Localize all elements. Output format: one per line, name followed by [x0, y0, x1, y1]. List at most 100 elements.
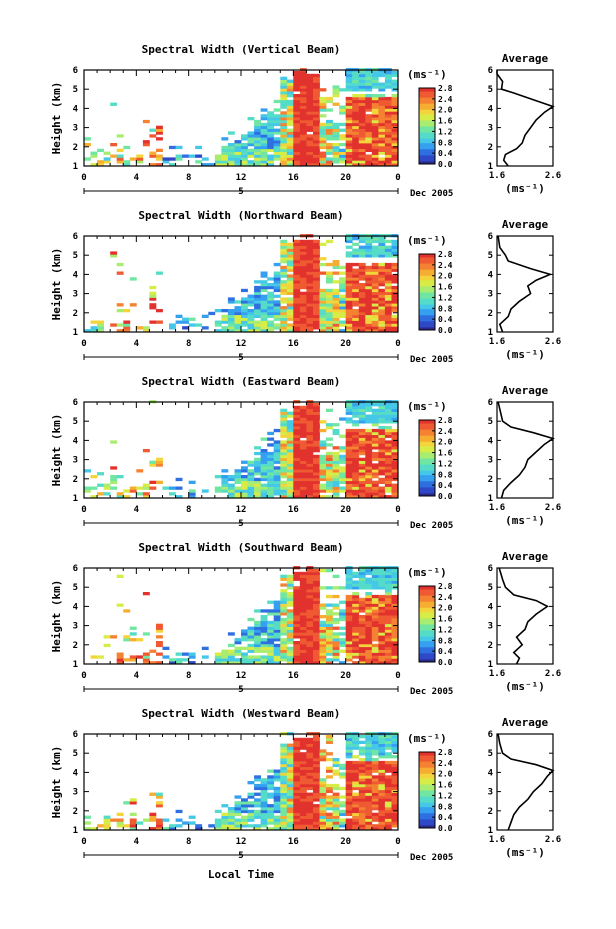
heatmap-cell — [175, 818, 183, 822]
heatmap-cell — [352, 160, 360, 164]
heatmap-cell — [286, 769, 294, 773]
heatmap-cell — [267, 489, 275, 493]
colorbar-swatch — [419, 421, 435, 424]
heatmap-cell — [293, 288, 301, 293]
heatmap-cell — [84, 486, 91, 490]
heatmap-cell — [267, 646, 275, 650]
heatmap-cell — [293, 592, 301, 596]
heatmap-cell — [241, 652, 248, 656]
heatmap-cell — [365, 160, 373, 164]
heatmap-cell — [299, 134, 307, 138]
heatmap-cell — [358, 652, 366, 656]
heatmap-cell — [293, 617, 301, 622]
heatmap-cell — [254, 294, 261, 298]
heatmap-cell — [391, 635, 399, 639]
heatmap-cell — [136, 160, 144, 164]
colorbar-swatch — [419, 138, 435, 141]
heatmap-cell — [378, 495, 386, 499]
heatmap-cell — [378, 597, 386, 602]
heatmap-cell — [313, 274, 320, 278]
heatmap-cell — [339, 586, 346, 590]
heatmap-cell — [371, 434, 379, 438]
heatmap-cell — [384, 449, 392, 453]
heatmap-cell — [332, 641, 340, 645]
heatmap-cell — [365, 801, 373, 805]
heatmap-cell — [358, 469, 366, 473]
colorbar-swatch — [419, 616, 435, 619]
heatmap-cell — [371, 288, 379, 293]
heatmap-cell — [182, 320, 189, 324]
heatmap-cell — [371, 649, 379, 653]
heatmap-cell — [306, 638, 314, 642]
heatmap-cell — [280, 600, 288, 604]
heatmap-cell — [280, 778, 288, 782]
heatmap-cell — [378, 143, 386, 147]
heatmap-cell — [293, 311, 301, 316]
heatmap-cell — [365, 643, 373, 648]
heatmap-cell — [345, 119, 353, 124]
heatmap-cell — [391, 483, 399, 487]
heatmap-cell — [201, 163, 209, 167]
heatmap-cell — [227, 475, 235, 479]
heatmap-cell — [267, 609, 275, 613]
colorbar-tick-label: 2.0 — [438, 272, 453, 281]
heatmap-cell — [365, 649, 373, 653]
average-title: Average — [502, 716, 549, 729]
heatmap-cell — [313, 446, 320, 450]
heatmap-cell — [384, 463, 392, 467]
heatmap-cell — [326, 329, 333, 333]
heatmap-cell — [313, 569, 320, 573]
heatmap-cell — [299, 818, 307, 822]
heatmap-cell — [293, 96, 301, 101]
heatmap-cell — [313, 495, 320, 499]
heatmap-cell — [384, 137, 392, 141]
colorbar-swatch — [419, 598, 435, 601]
heatmap-cell — [319, 428, 327, 433]
heatmap-cell — [358, 812, 366, 816]
heatmap-cell — [352, 274, 360, 278]
heatmap-cell — [371, 254, 379, 258]
heatmap-cell — [299, 317, 307, 321]
heatmap-cell — [326, 801, 333, 805]
heatmap-cell — [156, 320, 163, 324]
heatmap-cell — [371, 623, 379, 627]
heatmap-cell — [234, 157, 242, 161]
heatmap-cell — [241, 801, 248, 805]
heatmap-cell — [345, 641, 353, 645]
heatmap-cell — [280, 300, 288, 304]
heatmap-cell — [280, 88, 288, 92]
heatmap-cell — [227, 661, 235, 665]
heatmap-cell — [306, 755, 314, 759]
colorbar-swatch — [419, 779, 435, 782]
heatmap-cell — [260, 781, 268, 785]
heatmap-cell — [384, 583, 392, 587]
heatmap-cell — [358, 140, 366, 144]
heatmap-cell — [391, 571, 399, 576]
y-tick-label: 1 — [73, 660, 78, 670]
heatmap-cell — [371, 609, 379, 613]
heatmap-cell — [221, 821, 229, 825]
heatmap-cell — [254, 125, 261, 129]
panel-title: Spectral Width (Vertical Beam) — [142, 43, 341, 56]
heatmap-cell — [345, 131, 353, 135]
heatmap-cell — [254, 145, 261, 150]
heatmap-cell — [260, 323, 268, 327]
colorbar-tick-label: 2.0 — [438, 106, 453, 115]
heatmap-cell — [299, 108, 307, 112]
heatmap-cell — [384, 763, 392, 768]
heatmap-cell — [378, 569, 386, 573]
heatmap-cell — [332, 795, 340, 799]
heatmap-cell — [352, 635, 360, 639]
heatmap-cell — [352, 735, 360, 739]
heatmap-cell — [254, 815, 261, 819]
heatmap-cell — [254, 792, 261, 796]
heatmap-cell — [241, 303, 248, 307]
heatmap-cell — [352, 154, 360, 158]
heatmap-cell — [313, 789, 320, 793]
heatmap-cell — [391, 288, 399, 293]
heatmap-cell — [254, 623, 261, 627]
heatmap-cell — [319, 257, 327, 261]
heatmap-cell — [306, 769, 314, 773]
heatmap-cell — [352, 646, 360, 650]
heatmap-cell — [384, 809, 392, 814]
